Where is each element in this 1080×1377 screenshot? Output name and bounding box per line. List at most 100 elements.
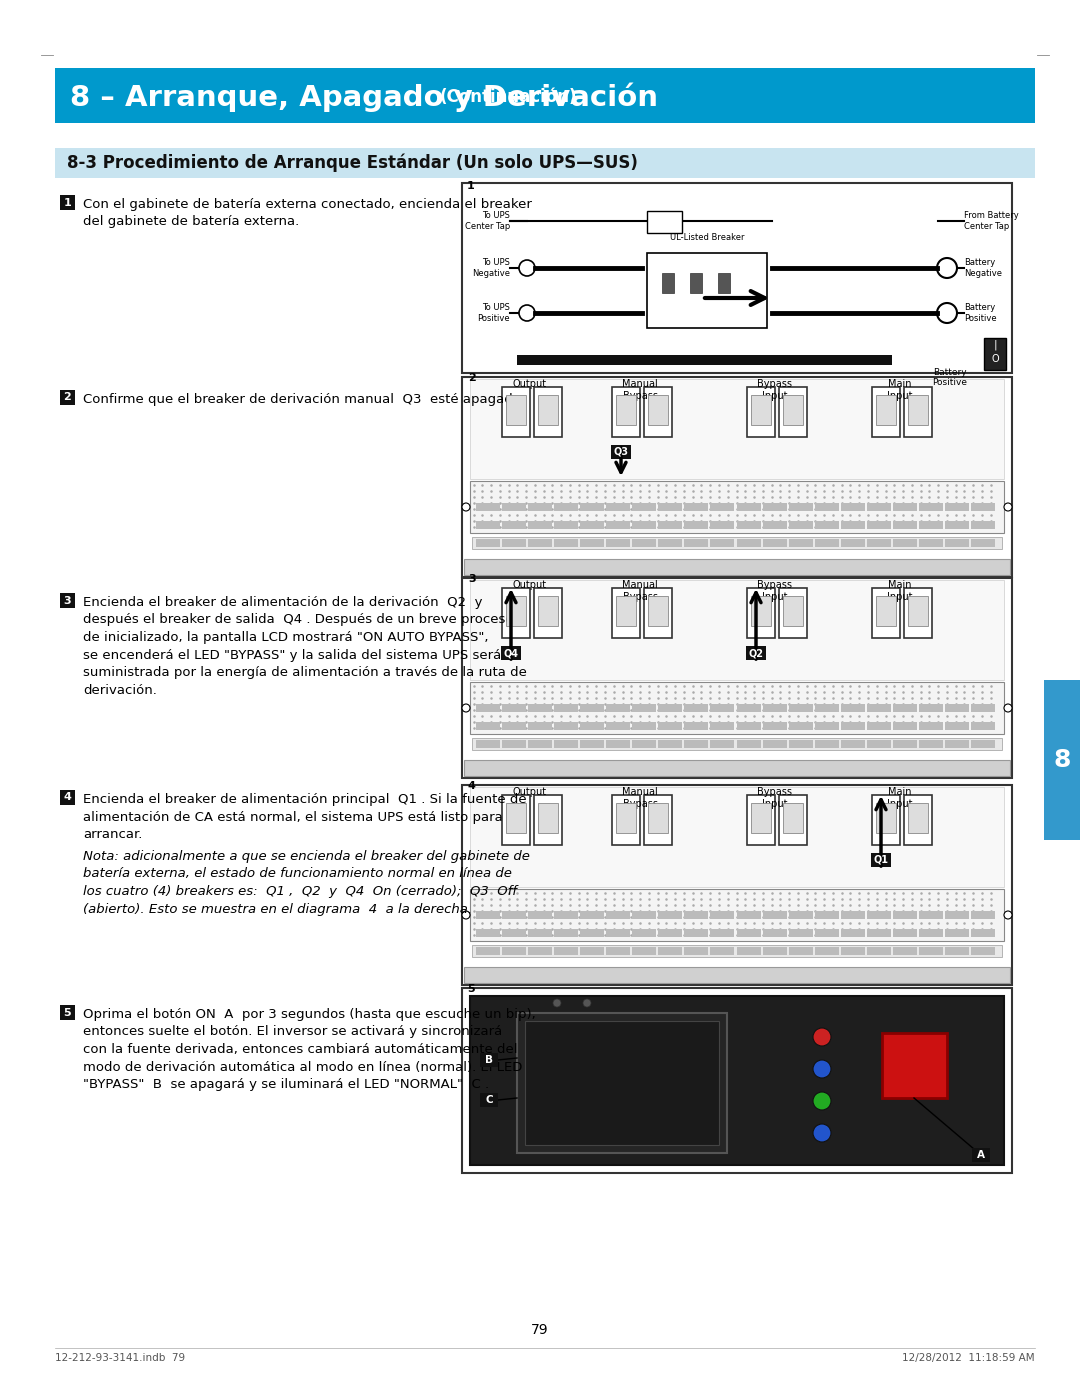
- Bar: [893, 521, 917, 529]
- Bar: [841, 503, 865, 511]
- Bar: [476, 722, 500, 730]
- Text: UL-Listed Breaker: UL-Listed Breaker: [670, 234, 744, 242]
- Bar: [534, 387, 562, 437]
- Text: Bypass
Input: Bypass Input: [757, 788, 793, 808]
- Bar: [971, 704, 995, 712]
- Bar: [658, 947, 681, 956]
- Bar: [815, 929, 839, 936]
- Bar: [684, 704, 708, 712]
- Circle shape: [813, 1029, 831, 1047]
- Bar: [684, 929, 708, 936]
- Circle shape: [1004, 912, 1012, 918]
- Bar: [737, 521, 761, 529]
- Bar: [580, 704, 604, 712]
- Bar: [971, 947, 995, 956]
- Text: 2: 2: [468, 373, 476, 383]
- Bar: [462, 377, 1012, 577]
- Bar: [528, 722, 552, 730]
- Text: From Battery
Center Tap: From Battery Center Tap: [964, 211, 1018, 231]
- Bar: [971, 538, 995, 547]
- Bar: [867, 947, 891, 956]
- Bar: [789, 722, 813, 730]
- Text: To UPS
Center Tap: To UPS Center Tap: [464, 211, 510, 231]
- Bar: [710, 929, 734, 936]
- Text: Confirme que el breaker de derivación manual  Q3  esté apagado.: Confirme que el breaker de derivación ma…: [83, 392, 525, 406]
- Bar: [746, 646, 766, 660]
- Bar: [841, 739, 865, 748]
- Text: Q1: Q1: [874, 855, 889, 865]
- Bar: [904, 387, 932, 437]
- Text: To UPS
Negative: To UPS Negative: [472, 259, 510, 278]
- Bar: [502, 947, 526, 956]
- Bar: [632, 947, 656, 956]
- Bar: [470, 996, 1004, 1165]
- Text: 8 – Arranque, Apagado y Derivación: 8 – Arranque, Apagado y Derivación: [70, 83, 658, 113]
- Bar: [867, 503, 891, 511]
- Bar: [710, 503, 734, 511]
- Bar: [528, 947, 552, 956]
- Bar: [762, 503, 787, 511]
- Text: 8: 8: [1053, 748, 1070, 772]
- Bar: [747, 387, 775, 437]
- Bar: [632, 912, 656, 918]
- Bar: [904, 588, 932, 638]
- Bar: [945, 704, 969, 712]
- Bar: [632, 704, 656, 712]
- Circle shape: [937, 257, 957, 278]
- Bar: [971, 503, 995, 511]
- Bar: [534, 795, 562, 845]
- Bar: [737, 503, 761, 511]
- Bar: [841, 722, 865, 730]
- Circle shape: [462, 912, 470, 918]
- Bar: [945, 503, 969, 511]
- Bar: [737, 912, 761, 918]
- Bar: [658, 503, 681, 511]
- Bar: [971, 521, 995, 529]
- Bar: [606, 538, 630, 547]
- Text: To UPS
Positive: To UPS Positive: [477, 303, 510, 322]
- Bar: [528, 912, 552, 918]
- Text: Oprima el botón ON  A  por 3 segundos (hasta que escuche un bip),
entonces suelt: Oprima el botón ON A por 3 segundos (has…: [83, 1008, 536, 1091]
- Text: Battery
Negative: Battery Negative: [964, 259, 1002, 278]
- Bar: [612, 795, 640, 845]
- Bar: [815, 538, 839, 547]
- Bar: [919, 503, 943, 511]
- Bar: [893, 912, 917, 918]
- Bar: [984, 337, 1005, 370]
- Bar: [779, 795, 807, 845]
- Text: Manual
Bypass: Manual Bypass: [622, 580, 658, 602]
- Bar: [528, 538, 552, 547]
- Text: 2: 2: [64, 392, 71, 402]
- Bar: [538, 803, 558, 833]
- Bar: [60, 1005, 75, 1020]
- Bar: [472, 501, 1002, 514]
- Bar: [580, 912, 604, 918]
- Bar: [580, 538, 604, 547]
- Bar: [606, 912, 630, 918]
- Bar: [632, 503, 656, 511]
- Bar: [783, 803, 804, 833]
- Bar: [867, 722, 891, 730]
- Bar: [762, 722, 787, 730]
- Bar: [507, 803, 526, 833]
- Bar: [658, 704, 681, 712]
- Bar: [462, 785, 1012, 985]
- Bar: [872, 387, 900, 437]
- Bar: [55, 67, 1035, 123]
- Bar: [867, 739, 891, 748]
- Bar: [658, 912, 681, 918]
- Bar: [893, 947, 917, 956]
- Bar: [644, 588, 672, 638]
- Bar: [710, 739, 734, 748]
- Bar: [476, 912, 500, 918]
- Bar: [893, 739, 917, 748]
- Bar: [971, 912, 995, 918]
- Bar: [737, 739, 761, 748]
- Bar: [502, 521, 526, 529]
- Bar: [872, 588, 900, 638]
- Bar: [554, 739, 578, 748]
- Bar: [472, 720, 1002, 733]
- Bar: [919, 739, 943, 748]
- Bar: [815, 739, 839, 748]
- Bar: [462, 578, 1012, 778]
